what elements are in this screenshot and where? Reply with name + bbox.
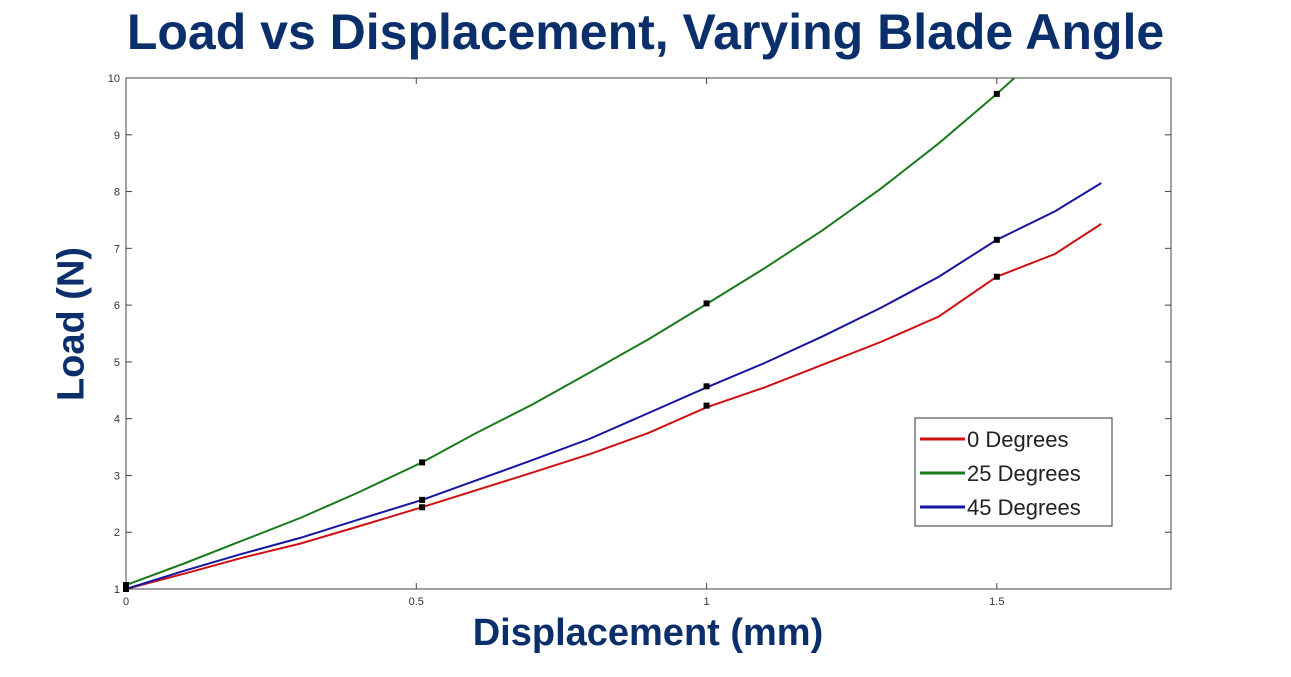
chart-title: Load vs Displacement, Varying Blade Angl… <box>126 4 1165 60</box>
x-tick-label: 0 <box>123 596 129 608</box>
x-tick-label: 1 <box>703 596 709 608</box>
data-point-marker <box>703 402 710 409</box>
data-point-marker <box>419 459 426 466</box>
y-tick-label: 7 <box>114 243 120 255</box>
series-line-45-degrees <box>125 182 1102 590</box>
data-point-marker <box>703 300 710 307</box>
data-point-marker <box>993 90 1000 97</box>
x-axis-label: Displacement (mm) <box>472 612 824 654</box>
y-tick-label: 1 <box>114 584 120 596</box>
data-point-marker <box>419 504 426 511</box>
x-tick-label: 0.5 <box>409 596 424 608</box>
data-point-marker <box>123 586 129 592</box>
legend-label: 25 Degrees <box>967 461 1081 486</box>
data-point-marker <box>993 236 1000 243</box>
y-tick-label: 8 <box>114 187 120 199</box>
data-point-marker <box>419 496 426 503</box>
data-point-marker <box>123 582 129 589</box>
data-point-marker <box>703 383 710 390</box>
series-line-25-degrees <box>125 77 1015 586</box>
y-tick-label: 6 <box>114 300 120 312</box>
legend-label: 0 Degrees <box>967 427 1069 452</box>
y-tick-label: 2 <box>114 527 120 539</box>
y-tick-label: 9 <box>114 130 120 142</box>
series-line-0-degrees <box>125 223 1102 590</box>
y-tick-label: 5 <box>114 357 120 369</box>
legend-label: 45 Degrees <box>967 495 1081 520</box>
y-tick-label: 4 <box>114 414 120 426</box>
x-tick-label: 1.5 <box>989 596 1004 608</box>
plot-frame <box>125 77 1172 590</box>
y-tick-label: 10 <box>108 73 120 85</box>
data-point-marker <box>993 273 1000 280</box>
y-tick-label: 3 <box>114 470 120 482</box>
